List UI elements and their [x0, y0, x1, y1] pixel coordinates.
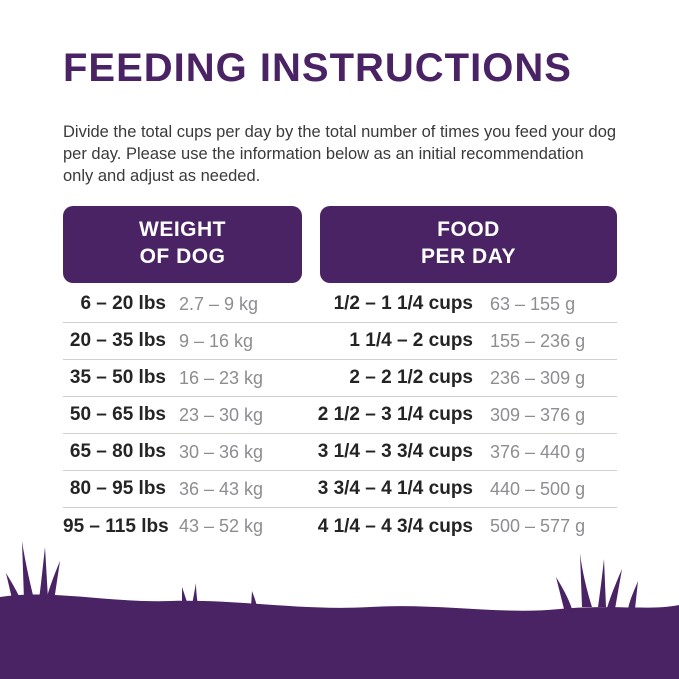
feeding-table: WEIGHT OF DOG FOOD PER DAY 6 – 20 lbs 2.…	[63, 206, 617, 545]
header-line: FOOD	[437, 218, 500, 242]
food-cups-value: 3 1/4 – 3 3/4 cups	[317, 441, 473, 463]
food-grams-value: 500 – 577 g	[490, 516, 586, 537]
weight-lbs-value: 35 – 50 lbs	[69, 367, 166, 389]
weight-kg-value: 16 – 23 kg	[179, 367, 264, 388]
table-row: 80 – 95 lbs 36 – 43 kg 3 3/4 – 4 1/4 cup…	[63, 471, 617, 509]
food-cups-value: 3 3/4 – 4 1/4 cups	[317, 478, 473, 500]
food-grams-value: 376 – 440 g	[490, 441, 586, 462]
table-body: 6 – 20 lbs 2.7 – 9 kg 1/2 – 1 1/4 cups 6…	[63, 286, 617, 545]
food-cups-value: 1/2 – 1 1/4 cups	[333, 293, 473, 315]
food-grams-value: 236 – 309 g	[490, 367, 586, 388]
food-per-day-header: FOOD PER DAY	[320, 206, 617, 284]
table-row: 50 – 65 lbs 23 – 30 kg 2 1/2 – 3 1/4 cup…	[63, 397, 617, 435]
weight-kg-value: 23 – 30 kg	[179, 404, 264, 425]
header-line: OF DOG	[139, 245, 226, 269]
weight-lbs-value: 50 – 65 lbs	[69, 404, 166, 426]
table-row: 65 – 80 lbs 30 – 36 kg 3 1/4 – 3 3/4 cup…	[63, 434, 617, 472]
weight-lbs-value: 20 – 35 lbs	[69, 330, 166, 352]
food-cups-value: 2 1/2 – 3 1/4 cups	[317, 404, 473, 426]
food-grams-value: 63 – 155 g	[490, 293, 576, 314]
header-line: PER DAY	[421, 245, 516, 269]
weight-kg-value: 2.7 – 9 kg	[179, 293, 259, 314]
table-header-row: WEIGHT OF DOG FOOD PER DAY	[63, 206, 617, 284]
panel-content: FEEDING INSTRUCTIONS Divide the total cu…	[63, 46, 617, 545]
header-line: WEIGHT	[139, 218, 226, 242]
weight-kg-value: 9 – 16 kg	[179, 330, 254, 351]
weight-kg-value: 43 – 52 kg	[179, 516, 264, 537]
table-row: 95 – 115 lbs 43 – 52 kg 4 1/4 – 4 3/4 cu…	[63, 508, 617, 545]
food-cups-value: 2 – 2 1/2 cups	[349, 367, 473, 389]
food-grams-value: 440 – 500 g	[490, 478, 586, 499]
food-cups-value: 1 1/4 – 2 cups	[349, 330, 473, 352]
page-title: FEEDING INSTRUCTIONS	[63, 46, 572, 90]
weight-of-dog-header: WEIGHT OF DOG	[63, 206, 302, 284]
table-row: 20 – 35 lbs 9 – 16 kg 1 1/4 – 2 cups 155…	[63, 323, 617, 361]
grass-silhouette-graphic	[0, 541, 679, 679]
intro-text: Divide the total cups per day by the tot…	[63, 123, 617, 185]
weight-lbs-value: 95 – 115 lbs	[63, 515, 169, 537]
weight-kg-value: 36 – 43 kg	[179, 478, 264, 499]
food-grams-value: 309 – 376 g	[490, 404, 586, 425]
table-row: 35 – 50 lbs 16 – 23 kg 2 – 2 1/2 cups 23…	[63, 360, 617, 398]
weight-lbs-value: 65 – 80 lbs	[69, 441, 166, 463]
weight-lbs-value: 80 – 95 lbs	[69, 478, 166, 500]
food-grams-value: 155 – 236 g	[490, 330, 586, 351]
weight-lbs-value: 6 – 20 lbs	[80, 293, 166, 315]
food-cups-value: 4 1/4 – 4 3/4 cups	[317, 515, 473, 537]
weight-kg-value: 30 – 36 kg	[179, 441, 264, 462]
table-row: 6 – 20 lbs 2.7 – 9 kg 1/2 – 1 1/4 cups 6…	[63, 286, 617, 324]
